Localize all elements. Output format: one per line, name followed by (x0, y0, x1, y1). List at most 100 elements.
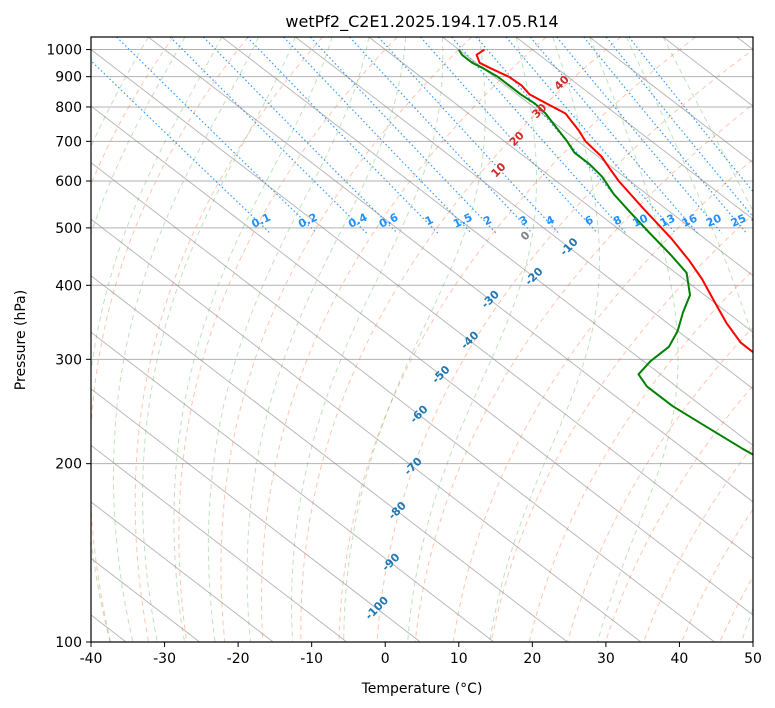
profile-series-1 (457, 49, 753, 456)
isotherm (295, 37, 753, 390)
dry-adiabat (178, 37, 398, 642)
mixing-ratio-line (475, 37, 649, 234)
isotherm (589, 37, 753, 164)
x-tick-label: -40 (80, 651, 103, 667)
mixing-ratio-label: 25 (729, 212, 748, 230)
dry-adiabat (681, 508, 753, 642)
dry-adiabat-label: -20 (522, 265, 545, 288)
x-tick-label: -10 (300, 651, 323, 667)
dry-adiabat (414, 103, 753, 642)
mixing-ratio-line (116, 37, 318, 234)
chart-title: wetPf2_C2E1.2025.194.17.05.R14 (285, 12, 558, 32)
moist-adiabat (207, 37, 370, 642)
x-tick-label: 30 (597, 651, 615, 667)
isotherm (91, 105, 753, 616)
x-tick-label: 50 (744, 651, 762, 667)
x-axis-label: Temperature (°C) (361, 681, 483, 697)
moist-adiabat-label: 40 (552, 73, 572, 93)
moist-adiabat (343, 37, 486, 642)
dry-adiabat (604, 384, 753, 642)
isotherm (91, 162, 715, 642)
moist-adiabat (407, 37, 537, 642)
mixing-ratio-line (91, 60, 271, 234)
moist-adiabat (91, 37, 186, 236)
dry-adiabat (300, 37, 622, 642)
isotherm (91, 275, 568, 642)
x-tick-label: 20 (523, 651, 541, 667)
dry-adiabat (528, 269, 753, 642)
mixing-ratio-line (377, 37, 560, 234)
isotherm (442, 37, 753, 277)
isotherm (91, 331, 495, 642)
y-tick-label: 400 (55, 278, 82, 294)
mixing-ratio-line (349, 37, 533, 234)
moist-adiabat (91, 37, 149, 148)
dry-adiabat-label: -90 (379, 550, 402, 573)
y-tick-label: 300 (55, 352, 82, 368)
y-tick-label: 600 (55, 174, 82, 190)
isotherm (515, 37, 753, 220)
mixing-ratio-line (202, 37, 398, 234)
dry-adiabat (758, 37, 775, 642)
dry-adiabat (91, 37, 174, 186)
grid (91, 37, 753, 642)
profile-traces (457, 48, 753, 456)
y-tick-label: 500 (55, 221, 82, 237)
moist-adiabat (112, 37, 260, 642)
dry-adiabat-label: -70 (402, 454, 425, 477)
isotherm (147, 37, 753, 503)
plot-frame (90, 36, 754, 643)
x-tick-label: -20 (227, 651, 250, 667)
isotherm (91, 444, 348, 642)
moist-adiabat (91, 37, 223, 642)
moist-adiabat (589, 37, 679, 642)
x-tick-label: 10 (450, 651, 468, 667)
mixing-ratio-line (605, 37, 753, 218)
dry-adiabat-label: -30 (479, 288, 502, 311)
isotherm (91, 388, 421, 642)
x-tick-label: -30 (153, 651, 176, 667)
dry-adiabat (490, 213, 753, 642)
dry-adiabat-label: -40 (458, 328, 481, 351)
moist-adiabat (142, 37, 296, 642)
y-axis: 100 200 300 400 500 600 700 800 900 1000 (46, 43, 91, 651)
dry-adiabat-label: -50 (429, 363, 452, 386)
mixing-ratio-label: 2 (481, 213, 493, 228)
dry-adiabat (643, 445, 753, 642)
mixing-ratio-line (246, 37, 439, 234)
mixing-ratio-label: 36 (770, 211, 775, 229)
mixing-ratio-line (556, 37, 723, 234)
mixing-ratio-label: 20 (704, 211, 724, 229)
background-lines (91, 37, 775, 642)
mixing-ratio-label: 8 (611, 213, 623, 228)
dry-adiabat (376, 48, 753, 642)
dry-adiabat (134, 37, 323, 642)
dry-adiabat-label: -100 (363, 594, 392, 623)
moist-adiabat (662, 37, 753, 212)
moist-adiabat (625, 37, 753, 642)
dry-adiabat-label: -80 (386, 499, 409, 522)
dry-adiabat-label: -60 (407, 402, 430, 425)
dry-adiabat (91, 37, 249, 642)
mixing-ratio-label: 4 (544, 213, 557, 228)
dry-adiabat (719, 575, 753, 642)
moist-adiabat (291, 37, 444, 642)
dry-adiabat (452, 158, 753, 642)
mixing-ratio-line (283, 37, 472, 234)
mixing-ratio-line (505, 37, 677, 234)
dry-adiabat (566, 326, 753, 642)
isotherm (91, 218, 642, 642)
isotherm (368, 37, 753, 333)
moist-adiabat (489, 37, 601, 642)
mixing-ratio-line (420, 37, 598, 234)
y-tick-label: 800 (55, 100, 82, 116)
moist-adiabat (246, 37, 407, 642)
mixing-ratio-label: 10 (631, 211, 651, 229)
mixing-ratio-line (309, 37, 497, 234)
y-tick-label: 700 (55, 134, 82, 150)
y-tick-label: 200 (55, 457, 82, 473)
x-tick-label: 40 (671, 651, 689, 667)
isotherm (221, 37, 753, 447)
isotherm (91, 48, 753, 560)
